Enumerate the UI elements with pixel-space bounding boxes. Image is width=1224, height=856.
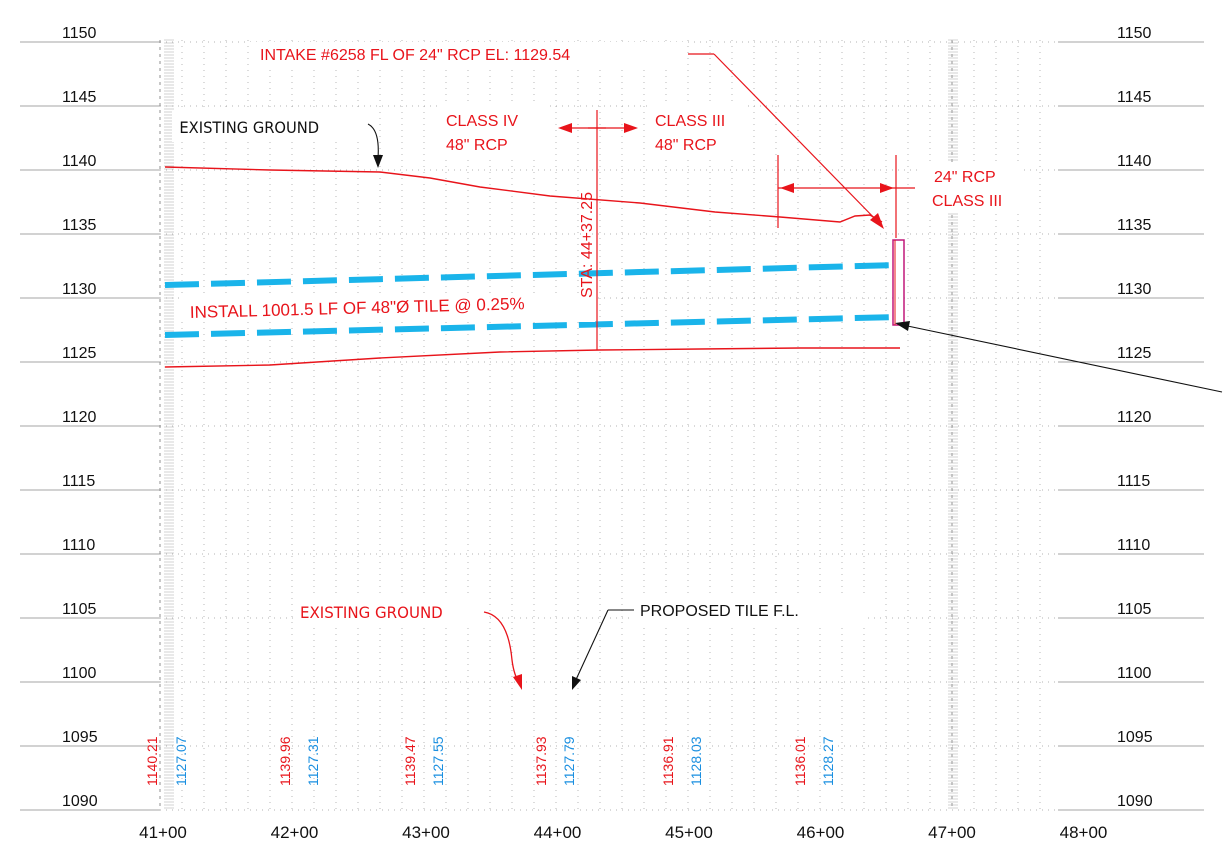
elevation-label-right: 1135 bbox=[1117, 217, 1152, 234]
station-label: 44+00 bbox=[534, 823, 582, 842]
rcp24-class-label: CLASS III bbox=[932, 193, 1002, 210]
elevation-label-right: 1090 bbox=[1117, 793, 1153, 810]
rcp24-dimension bbox=[777, 155, 915, 238]
ground-value: 1136.01 bbox=[792, 736, 808, 786]
ground-value: 1136.91 bbox=[660, 736, 676, 786]
elevation-label-left: 1145 bbox=[62, 89, 97, 106]
existing-ground-line bbox=[164, 166, 883, 223]
station-label: 41+00 bbox=[139, 823, 187, 842]
tile-value: 1127.07 bbox=[173, 736, 189, 786]
station-label: 43+00 bbox=[402, 823, 450, 842]
ground-values: 1140.21 1139.96 1139.47 1137.93 1136.91 … bbox=[144, 736, 808, 786]
class-iii-label: CLASS III bbox=[655, 113, 725, 130]
svg-text:EXISTING GROUND: EXISTING GROUND bbox=[179, 118, 319, 137]
existing-ground-bottom-callout: EXISTING GROUND bbox=[300, 604, 522, 690]
elevation-label-left: 1110 bbox=[62, 537, 95, 554]
rcp24-label: 24" RCP bbox=[934, 169, 996, 186]
station-axis: 41+00 42+00 43+00 44+00 45+00 46+00 47+00 48+00 bbox=[139, 823, 1107, 842]
elevation-label-left: 1100 bbox=[62, 665, 97, 682]
station-label: 46+00 bbox=[797, 823, 845, 842]
ground-value: 1139.47 bbox=[402, 736, 418, 786]
tile-value: 1128.27 bbox=[820, 736, 836, 786]
ground-value: 1140.21 bbox=[144, 736, 160, 786]
elevation-label-right: 1150 bbox=[1117, 25, 1152, 42]
elevation-label-left: 1130 bbox=[62, 281, 97, 298]
elevation-label-right: 1105 bbox=[1117, 601, 1152, 618]
tile-value: 1127.55 bbox=[430, 736, 446, 786]
class-iii-pipe-label: 48" RCP bbox=[655, 137, 717, 154]
svg-text:PROPOSED TILE F.L.: PROPOSED TILE F.L. bbox=[640, 603, 799, 620]
ground-value: 1139.96 bbox=[277, 736, 293, 786]
elevation-label-right: 1145 bbox=[1117, 89, 1152, 106]
elevation-label-left: 1090 bbox=[62, 793, 98, 810]
ground-value: 1137.93 bbox=[533, 736, 549, 786]
elevation-label-left: 1120 bbox=[62, 409, 97, 426]
elevation-label-right: 1110 bbox=[1117, 537, 1150, 554]
elevation-axis-left: 1150 1145 1140 1135 1130 1125 1120 1115 1110 1105… bbox=[62, 25, 98, 810]
elevation-label-right: 1100 bbox=[1117, 665, 1152, 682]
elevation-label-left: 1140 bbox=[62, 153, 97, 170]
station-label: 48+00 bbox=[1060, 823, 1108, 842]
elevation-label-right: 1095 bbox=[1117, 729, 1153, 746]
outlet-leader bbox=[895, 321, 1223, 393]
grid bbox=[20, 39, 1204, 811]
class-iv-pipe-label: 48" RCP bbox=[446, 137, 508, 154]
existing-ground-top-callout: EXISTING GROUND bbox=[179, 118, 383, 168]
station-callout-label: STA: 44+37.25 bbox=[579, 192, 596, 298]
elevation-label-left: 1095 bbox=[62, 729, 98, 746]
elevation-axis-right: 1150 1145 1140 1135 1130 1125 1120 1115 1110 1105… bbox=[1117, 25, 1153, 810]
elevation-label-right: 1130 bbox=[1117, 281, 1152, 298]
tile-flowline bbox=[164, 314, 899, 338]
elevation-label-left: 1150 bbox=[62, 25, 97, 42]
elevation-label-left: 1125 bbox=[62, 345, 97, 362]
intake-leader bbox=[688, 53, 884, 229]
elevation-label-right: 1120 bbox=[1117, 409, 1152, 426]
elevation-label-left: 1115 bbox=[62, 473, 95, 490]
proposed-tile-callout: PROPOSED TILE F.L. bbox=[572, 603, 799, 690]
tile-crown-line bbox=[164, 262, 899, 288]
class-iv-label: CLASS IV bbox=[446, 113, 518, 130]
bottom-profile-line bbox=[164, 347, 900, 368]
elevation-label-right: 1125 bbox=[1117, 345, 1152, 362]
intake-label: INTAKE #6258 FL OF 24" RCP EL: 1129.54 bbox=[260, 47, 570, 64]
elevation-label-right: 1140 bbox=[1117, 153, 1152, 170]
station-label: 42+00 bbox=[271, 823, 319, 842]
station-label: 47+00 bbox=[928, 823, 976, 842]
tile-values: 1127.07 1127.31 1127.55 1127.79 1128.03 … bbox=[173, 736, 836, 786]
class-arrow bbox=[558, 123, 638, 133]
tile-value: 1127.31 bbox=[305, 736, 321, 786]
svg-text:EXISTING GROUND: EXISTING GROUND bbox=[300, 604, 443, 623]
elevation-label-right: 1115 bbox=[1117, 473, 1150, 490]
elevation-label-left: 1105 bbox=[62, 601, 97, 618]
station-label: 45+00 bbox=[665, 823, 713, 842]
tile-value: 1127.79 bbox=[561, 736, 577, 786]
elevation-label-left: 1135 bbox=[62, 217, 97, 234]
tile-value: 1128.03 bbox=[688, 736, 704, 786]
